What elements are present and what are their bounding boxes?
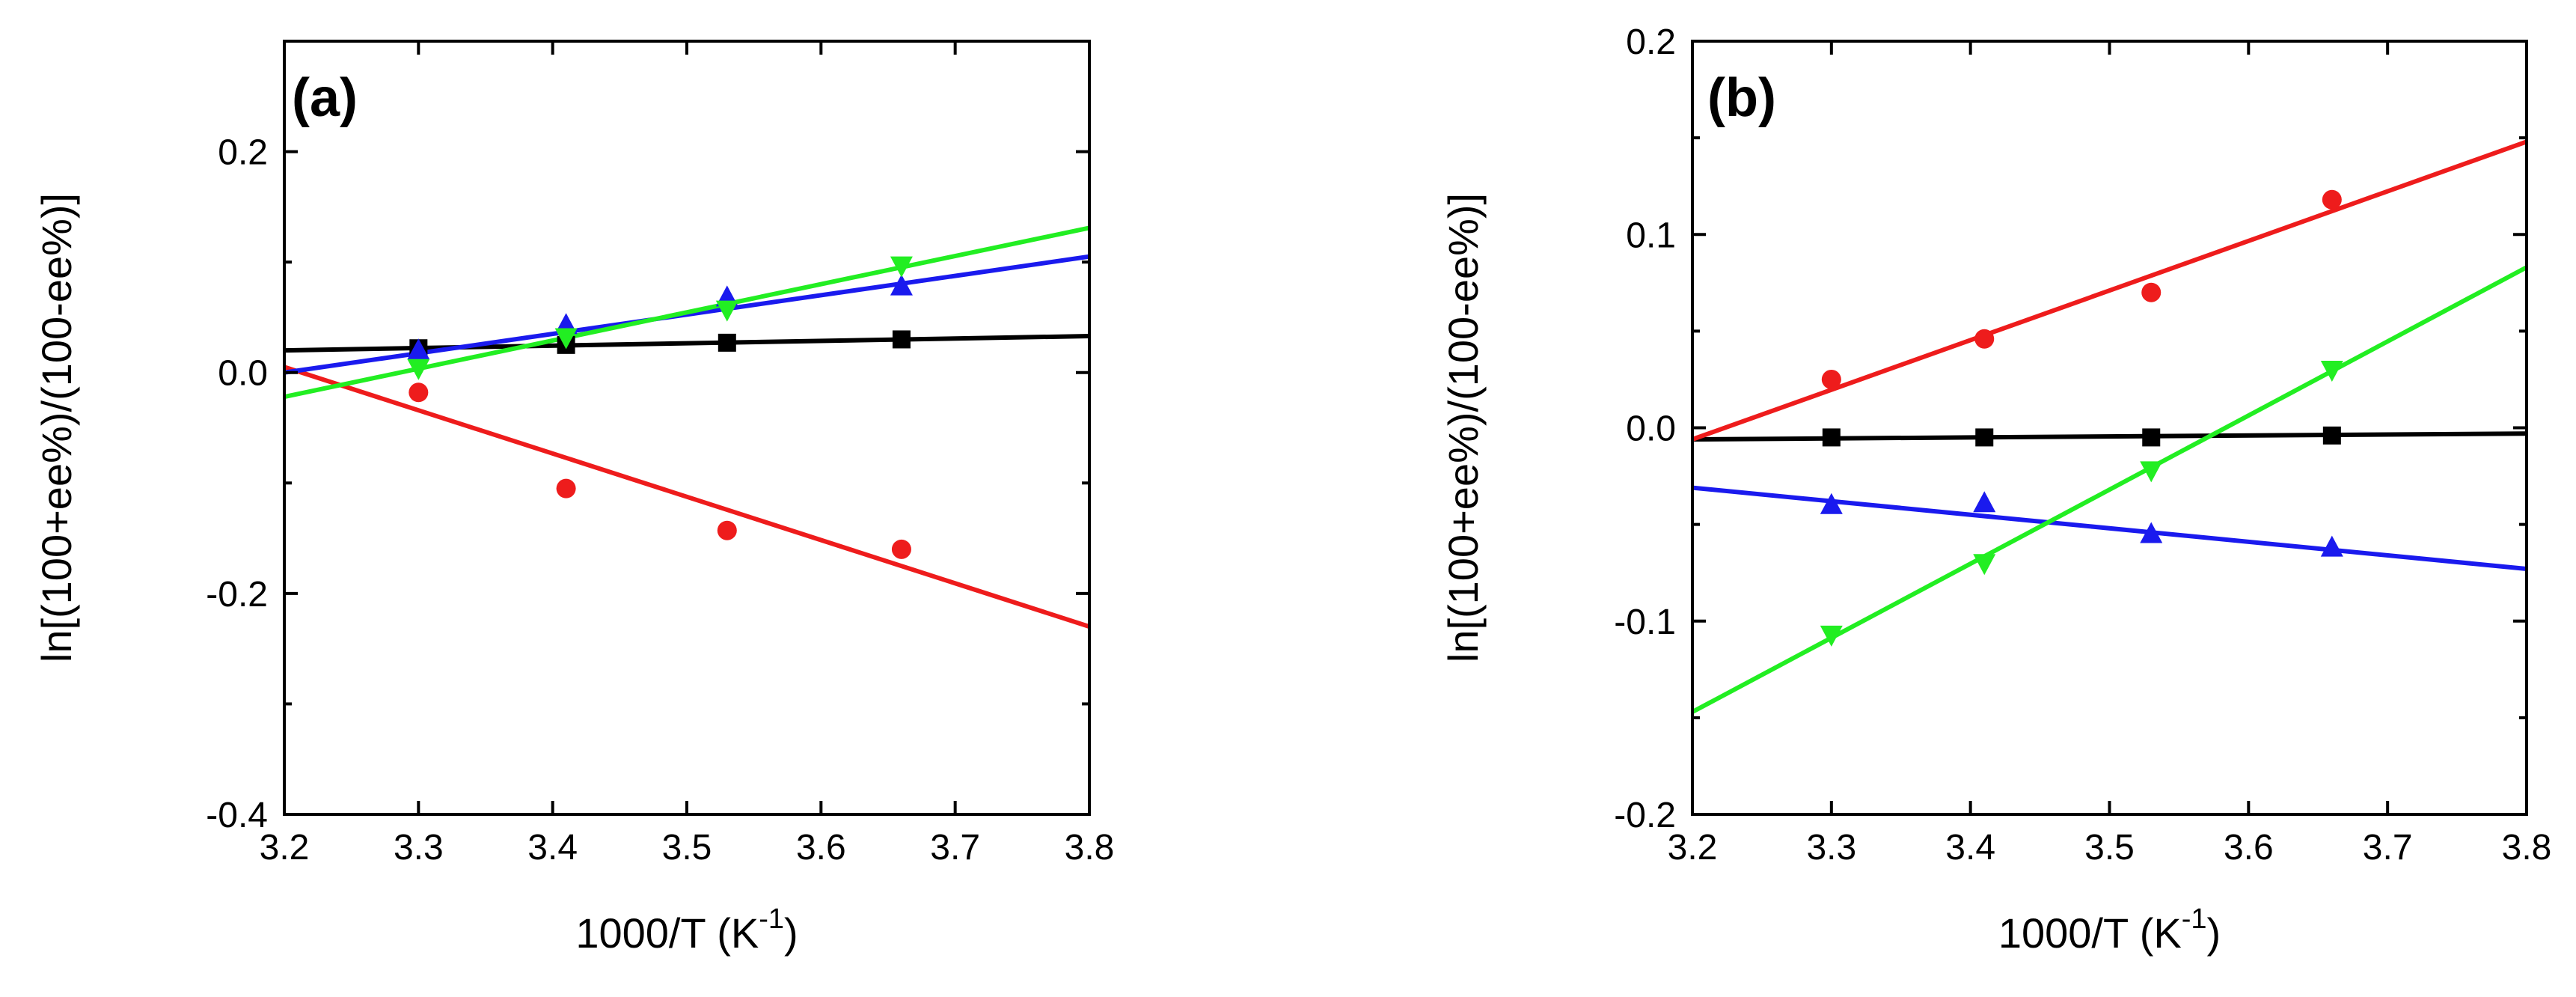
y-tick-label: 0.2 bbox=[1626, 22, 1676, 62]
point-red-4 bbox=[2322, 189, 2342, 210]
x-axis-label-close: ) bbox=[784, 909, 798, 957]
point-red-3 bbox=[717, 520, 737, 540]
point-red-2 bbox=[1974, 329, 1995, 349]
point-red-2 bbox=[556, 478, 576, 498]
x-axis-label-main: 1000/T (K bbox=[575, 909, 759, 957]
x-axis-label-close: ) bbox=[2207, 909, 2221, 957]
point-blue-3 bbox=[2140, 522, 2163, 543]
point-green-3 bbox=[2140, 461, 2163, 483]
fit-line-red bbox=[1692, 139, 2527, 442]
x-axis-label-sup: -1 bbox=[759, 903, 784, 935]
point-red-4 bbox=[891, 539, 911, 559]
point-blue-4 bbox=[890, 274, 913, 296]
y-tick-label: -0.1 bbox=[1614, 603, 1676, 642]
point-red-3 bbox=[2141, 282, 2162, 302]
x-tick-label: 3.4 bbox=[527, 828, 578, 868]
panel-a: 3.2 3.3 3.4 3.5 3.6 3.7 3.8 -0.4 -0.2 0.0 0.2 (a) 10… bbox=[33, 40, 1115, 957]
x-tick-label: 3.3 bbox=[394, 828, 444, 868]
point-green-1 bbox=[1820, 625, 1843, 647]
plot-frame bbox=[1691, 40, 2528, 816]
point-blue-1 bbox=[407, 338, 430, 360]
x-tick-label: 3.6 bbox=[2224, 828, 2274, 868]
x-axis-label-sup: -1 bbox=[2182, 903, 2207, 935]
x-tick-label: 3.4 bbox=[1945, 828, 1995, 868]
point-green-2 bbox=[554, 328, 578, 350]
point-green-2 bbox=[1973, 554, 1996, 576]
x-tick-label: 3.3 bbox=[1806, 828, 1856, 868]
y-tick-label: 0.0 bbox=[218, 354, 268, 394]
x-tick-label: 3.7 bbox=[2363, 828, 2413, 868]
panel-b: 3.2 3.3 3.4 3.5 3.6 3.7 3.8 -0.2 -0.1 0.0 0.1 0.2 (b… bbox=[1440, 22, 2551, 957]
y-tick-label: -0.4 bbox=[206, 796, 268, 835]
y-tick-label: -0.2 bbox=[1614, 796, 1676, 835]
y-tick-label: 0.0 bbox=[1626, 409, 1676, 449]
point-green-1 bbox=[407, 359, 430, 380]
x-tick-label: 3.2 bbox=[1668, 828, 1718, 868]
x-tick-label: 3.8 bbox=[1065, 828, 1115, 868]
plot-frame bbox=[283, 40, 1091, 816]
panel-label: (b) bbox=[1707, 68, 1776, 128]
x-axis-label-main: 1000/T (K bbox=[1998, 909, 2182, 957]
x-tick-label: 3.8 bbox=[2502, 828, 2552, 868]
y-axis-label: ln[(100+ee%)/(100-ee%)] bbox=[1440, 193, 1487, 662]
point-blue-4 bbox=[2320, 535, 2343, 557]
fit-line-blue bbox=[1692, 485, 2527, 572]
point-blue-1 bbox=[1820, 493, 1843, 514]
y-tick-label: 0.2 bbox=[218, 133, 268, 173]
y-tick-label: -0.2 bbox=[206, 575, 268, 615]
point-red-1 bbox=[409, 382, 429, 403]
point-green-4 bbox=[890, 256, 913, 278]
point-black-1 bbox=[1822, 428, 1841, 447]
point-black-3 bbox=[718, 333, 736, 352]
fit-line-green bbox=[284, 225, 1089, 400]
x-tick-label: 3.5 bbox=[662, 828, 712, 868]
point-black-3 bbox=[2142, 428, 2161, 447]
panel-label: (a) bbox=[292, 68, 358, 128]
y-tick-label: 0.1 bbox=[1626, 216, 1676, 255]
x-tick-label: 3.7 bbox=[930, 828, 980, 868]
point-green-3 bbox=[715, 300, 738, 322]
fit-line-red bbox=[284, 365, 1089, 629]
fit-line-green bbox=[1692, 265, 2527, 714]
x-axis-label: 1000/T (K-1) bbox=[575, 903, 798, 957]
x-tick-label: 3.6 bbox=[796, 828, 846, 868]
point-black-4 bbox=[892, 330, 911, 349]
fit-line-black bbox=[1692, 431, 2527, 442]
point-blue-2 bbox=[1973, 491, 1996, 513]
point-green-4 bbox=[2320, 361, 2343, 382]
x-tick-label: 3.5 bbox=[2084, 828, 2135, 868]
x-tick-label: 3.2 bbox=[260, 828, 310, 868]
point-black-2 bbox=[1975, 428, 1994, 447]
y-axis-label: ln[(100+ee%)/(100-ee%)] bbox=[33, 193, 80, 662]
fit-line-black bbox=[284, 334, 1089, 353]
point-black-4 bbox=[2322, 426, 2341, 445]
x-axis-label: 1000/T (K-1) bbox=[1998, 903, 2221, 957]
point-red-1 bbox=[1821, 369, 1841, 389]
